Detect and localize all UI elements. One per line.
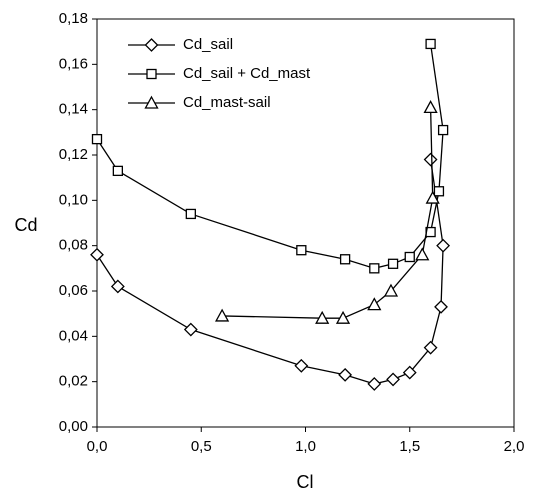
x-tick-label: 1,0: [295, 438, 316, 455]
marker-diamond: [183, 322, 198, 337]
x-tick-label: 2,0: [504, 438, 525, 455]
marker-diamond: [423, 152, 438, 167]
y-tick-label: 0,04: [59, 327, 88, 344]
marker-diamond: [434, 299, 448, 314]
marker-diamond: [294, 358, 309, 373]
marker-diamond: [110, 279, 125, 294]
marker-triangle: [415, 247, 430, 261]
y-tick-label: 0,02: [59, 373, 88, 390]
marker-diamond: [386, 372, 400, 387]
marker-square: [339, 254, 351, 265]
legend-marker: [144, 95, 159, 109]
marker-square: [437, 124, 449, 136]
legend-marker: [146, 68, 157, 80]
legend-marker: [144, 38, 159, 52]
y-tick-label: 0,14: [59, 101, 88, 118]
marker-triangle: [315, 310, 330, 324]
y-tick-label: 0,16: [59, 55, 88, 72]
x-axis-title: Cl: [297, 472, 314, 492]
marker-square: [91, 133, 103, 145]
marker-square: [404, 251, 415, 263]
legend-label: Cd_sail + Cd_mast: [183, 65, 311, 82]
marker-square: [425, 38, 436, 50]
y-tick-label: 0,00: [59, 418, 88, 435]
marker-square: [433, 186, 445, 197]
marker-square: [369, 263, 380, 274]
series-line: [96, 159, 444, 385]
marker-diamond: [338, 367, 353, 382]
marker-triangle: [215, 308, 230, 322]
y-tick-label: 0,18: [59, 10, 88, 27]
marker-diamond: [436, 238, 451, 253]
legend-label: Cd_sail: [183, 36, 233, 53]
marker-diamond: [367, 377, 382, 391]
x-tick-label: 0,0: [87, 438, 108, 455]
marker-square: [112, 165, 123, 177]
y-axis-title: Cd: [14, 215, 37, 235]
marker-diamond: [402, 365, 417, 380]
x-tick-label: 1,5: [399, 438, 420, 455]
x-tick-label: 0,5: [191, 438, 212, 455]
y-tick-label: 0,08: [59, 237, 88, 254]
marker-triangle: [367, 297, 382, 311]
marker-square: [185, 208, 196, 220]
series-line: [222, 107, 434, 319]
y-tick-label: 0,10: [59, 191, 88, 208]
marker-diamond: [423, 340, 438, 355]
marker-triangle: [425, 190, 440, 204]
marker-diamond: [90, 247, 104, 262]
marker-square: [296, 245, 307, 256]
marker-triangle: [383, 283, 399, 297]
y-tick-label: 0,12: [59, 146, 88, 163]
marker-triangle: [423, 100, 438, 114]
legend-label: Cd_mast-sail: [183, 94, 271, 111]
marker-square: [387, 258, 399, 269]
marker-triangle: [335, 310, 351, 324]
series-line: [96, 43, 444, 270]
y-tick-label: 0,06: [59, 282, 88, 299]
